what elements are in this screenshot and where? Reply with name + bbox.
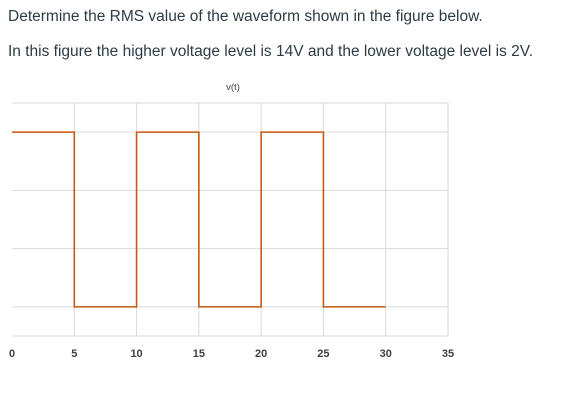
x-axis-ticks: 0 5 10 15 20 25 30 35 xyxy=(9,348,454,360)
chart-title: v(t) xyxy=(226,82,240,93)
waveform-line xyxy=(12,131,386,308)
x-tick-label: 20 xyxy=(255,348,267,360)
chart-grid xyxy=(12,102,449,337)
x-tick-label: 15 xyxy=(193,348,205,360)
question-line-2: In this figure the higher voltage level … xyxy=(8,43,534,60)
x-tick-label: 35 xyxy=(442,348,454,360)
waveform-series xyxy=(12,131,386,308)
x-tick-label: 5 xyxy=(71,348,77,360)
question-line-1: Determine the RMS value of the waveform … xyxy=(8,8,483,25)
x-tick-label: 10 xyxy=(130,348,142,360)
x-tick-label: 30 xyxy=(380,348,392,360)
x-tick-label: 0 xyxy=(9,348,15,360)
x-tick-label: 25 xyxy=(317,348,329,360)
